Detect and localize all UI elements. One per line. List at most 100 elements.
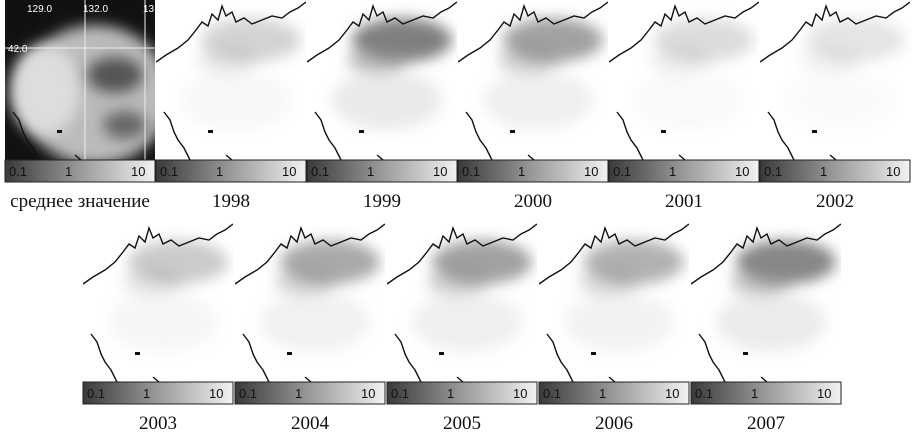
- map: [691, 222, 841, 382]
- map: [539, 222, 689, 382]
- colorbar: [457, 159, 609, 183]
- blob: [87, 57, 143, 93]
- blob: [483, 70, 593, 130]
- lat-label: 42.0: [8, 44, 28, 55]
- coastline: [314, 111, 342, 160]
- coastline: [608, 376, 616, 382]
- colorbar: [306, 159, 458, 183]
- coastline: [458, 1, 608, 63]
- blob: [731, 268, 791, 296]
- map: [307, 0, 457, 160]
- colorbar-label: 0.1: [695, 386, 713, 401]
- colorbar-label: 10: [282, 164, 296, 179]
- blob: [412, 292, 522, 352]
- panel-label: среднее значение: [10, 191, 150, 212]
- island: [743, 352, 748, 355]
- island: [359, 130, 364, 133]
- coastline: [235, 223, 385, 285]
- map: [458, 0, 608, 160]
- blob: [716, 292, 826, 352]
- lon-label: 132.0: [83, 4, 108, 15]
- colorbar-label: 1: [367, 164, 374, 179]
- island: [510, 130, 515, 133]
- colorbar-label: 10: [433, 164, 447, 179]
- blob: [649, 46, 709, 74]
- island: [661, 130, 666, 133]
- colorbar: [608, 159, 760, 183]
- blob: [275, 268, 335, 296]
- island: [287, 352, 292, 355]
- colorbar-label: 1: [216, 164, 223, 179]
- island: [591, 352, 596, 355]
- coastline: [760, 1, 910, 63]
- colorbar-label: 1: [820, 164, 827, 179]
- colorbar-label: 0.1: [239, 386, 257, 401]
- coastline: [527, 154, 535, 160]
- island: [135, 352, 140, 355]
- blob: [103, 111, 147, 139]
- coastline: [225, 154, 233, 160]
- map: 129.0 132.0 13 42.0: [5, 0, 155, 160]
- colorbar-label: 1: [65, 164, 72, 179]
- colorbar: [234, 381, 386, 405]
- coastline: [304, 376, 312, 382]
- map-panel: 0.1 1 10 2002: [759, 0, 911, 212]
- blob: [634, 70, 744, 130]
- blob: [785, 70, 895, 130]
- coastline: [760, 376, 768, 382]
- coastline: [546, 333, 574, 382]
- panel-label: 1999: [363, 191, 401, 212]
- blob: [10, 45, 80, 135]
- panel-label: 2000: [514, 191, 552, 212]
- map-panel: 0.1 1 10 2006: [538, 222, 690, 434]
- colorbar-label: 0.1: [391, 386, 409, 401]
- map-panel: 0.1 1 10 2004: [234, 222, 386, 434]
- coastline: [539, 223, 689, 285]
- coastline: [678, 154, 686, 160]
- colorbar: [82, 381, 234, 405]
- colorbar-label: 0.1: [311, 164, 329, 179]
- blob: [332, 70, 442, 130]
- panel-label: 2004: [291, 413, 330, 434]
- blob: [498, 46, 558, 74]
- coastline: [829, 154, 837, 160]
- blob: [181, 70, 291, 130]
- coastline: [12, 111, 40, 160]
- map-panel: 0.1 1 10 2005: [386, 222, 538, 434]
- coastline: [376, 154, 384, 160]
- coastline: [691, 223, 841, 285]
- colorbar: [690, 381, 842, 405]
- coastline: [83, 223, 233, 285]
- map: [387, 222, 537, 382]
- coastline: [90, 333, 118, 382]
- blob: [123, 268, 183, 296]
- colorbar: [155, 159, 307, 183]
- colorbar-label: 0.1: [613, 164, 631, 179]
- map-panel: 0.1 1 10 1998: [155, 0, 307, 212]
- coastline: [152, 376, 160, 382]
- colorbar-label: 10: [735, 164, 749, 179]
- panel-label: 2007: [747, 413, 785, 434]
- panel-label: 2003: [139, 413, 177, 434]
- coastline: [767, 111, 795, 160]
- coastline: [163, 111, 191, 160]
- colorbar: [386, 381, 538, 405]
- colorbar: [4, 159, 156, 183]
- blob: [427, 268, 487, 296]
- map: [760, 0, 910, 160]
- island: [812, 130, 817, 133]
- colorbar-label: 0.1: [9, 164, 27, 179]
- blob: [196, 46, 256, 74]
- blob: [800, 46, 860, 74]
- map-panel: 0.1 1 10 2007: [690, 222, 842, 434]
- colorbar-label: 0.1: [543, 386, 561, 401]
- colorbar-label: 10: [209, 386, 223, 401]
- blob: [564, 292, 674, 352]
- colorbar-label: 1: [143, 386, 150, 401]
- colorbar-label: 1: [669, 164, 676, 179]
- colorbar-label: 0.1: [462, 164, 480, 179]
- colorbar-label: 1: [751, 386, 758, 401]
- island: [208, 130, 213, 133]
- blob: [347, 46, 407, 74]
- coastline: [74, 154, 82, 160]
